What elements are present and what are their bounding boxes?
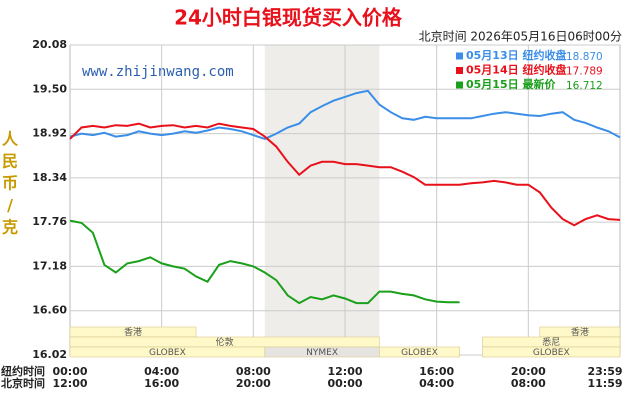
- y-tick-label: 19.50: [32, 82, 67, 95]
- legend-value: 17.789: [566, 66, 603, 78]
- x-tick-label: 08:00: [511, 377, 546, 390]
- x-tick-label: 11:59: [587, 377, 622, 390]
- session-label: 悉尼: [542, 336, 560, 348]
- y-tick-label: 18.92: [32, 127, 67, 140]
- x-tick-label: 12:00: [52, 377, 87, 390]
- x-tick-label: 16:00: [144, 377, 179, 390]
- y-axis-label: 币: [2, 174, 18, 193]
- y-axis-label: 民: [2, 152, 18, 171]
- watermark: www.zhijinwang.com: [82, 64, 234, 80]
- session-bar: [379, 346, 460, 358]
- session-label: 伦敦: [216, 336, 234, 348]
- y-axis-label: /: [7, 196, 13, 215]
- chart-title: 24小时白银现货买入价格: [174, 6, 403, 30]
- x-tick-label: 08:00: [236, 365, 271, 378]
- session-label: 香港: [124, 326, 142, 338]
- legend-swatch: [456, 52, 463, 60]
- series-line: [69, 122, 621, 227]
- session-label: NYMEX: [306, 348, 338, 358]
- y-axis-label: 人: [2, 130, 19, 149]
- x-tick-label: 16:00: [419, 365, 454, 378]
- x-row-name: 北京时间: [1, 376, 45, 390]
- legend-value: 18.870: [566, 51, 603, 63]
- legend-swatch: [456, 67, 463, 74]
- legend-label: 05月15日 最新价: [466, 77, 556, 91]
- x-tick-label: 00:00: [52, 365, 87, 378]
- x-tick-label: 20:00: [236, 377, 271, 390]
- legend-label: 05月13日 纽约收盘: [466, 48, 566, 62]
- session-label: 香港: [571, 326, 589, 338]
- y-tick-label: 16.02: [32, 348, 67, 361]
- plot-layer: [69, 44, 621, 356]
- x-row-name: 纽约时间: [1, 364, 45, 378]
- session-label: GLOBEX: [533, 348, 570, 358]
- series-line: [69, 219, 460, 305]
- session-label: GLOBEX: [401, 348, 438, 358]
- y-axis-label: 克: [2, 218, 18, 237]
- x-tick-label: 12:00: [327, 365, 362, 378]
- x-tick-label: 04:00: [144, 365, 179, 378]
- legend-value: 16.712: [566, 80, 603, 92]
- x-tick-label: 04:00: [419, 377, 454, 390]
- x-tick-label: 23:59: [587, 365, 622, 378]
- session-label: GLOBEX: [149, 348, 186, 358]
- x-tick-label: 20:00: [511, 365, 546, 378]
- y-tick-label: 18.34: [32, 171, 67, 184]
- y-tick-label: 16.60: [32, 304, 67, 317]
- legend-swatch: [456, 81, 463, 89]
- session-bar: [482, 346, 621, 358]
- y-tick-label: 20.08: [32, 38, 67, 51]
- y-tick-label: 17.76: [32, 215, 67, 228]
- timestamp: 北京时间 2026年05月16日06时00分: [419, 30, 622, 44]
- y-tick-label: 17.18: [32, 259, 67, 272]
- series-line: [69, 89, 621, 140]
- x-tick-label: 00:00: [327, 377, 362, 390]
- legend-label: 05月14日 纽约收盘: [466, 63, 566, 77]
